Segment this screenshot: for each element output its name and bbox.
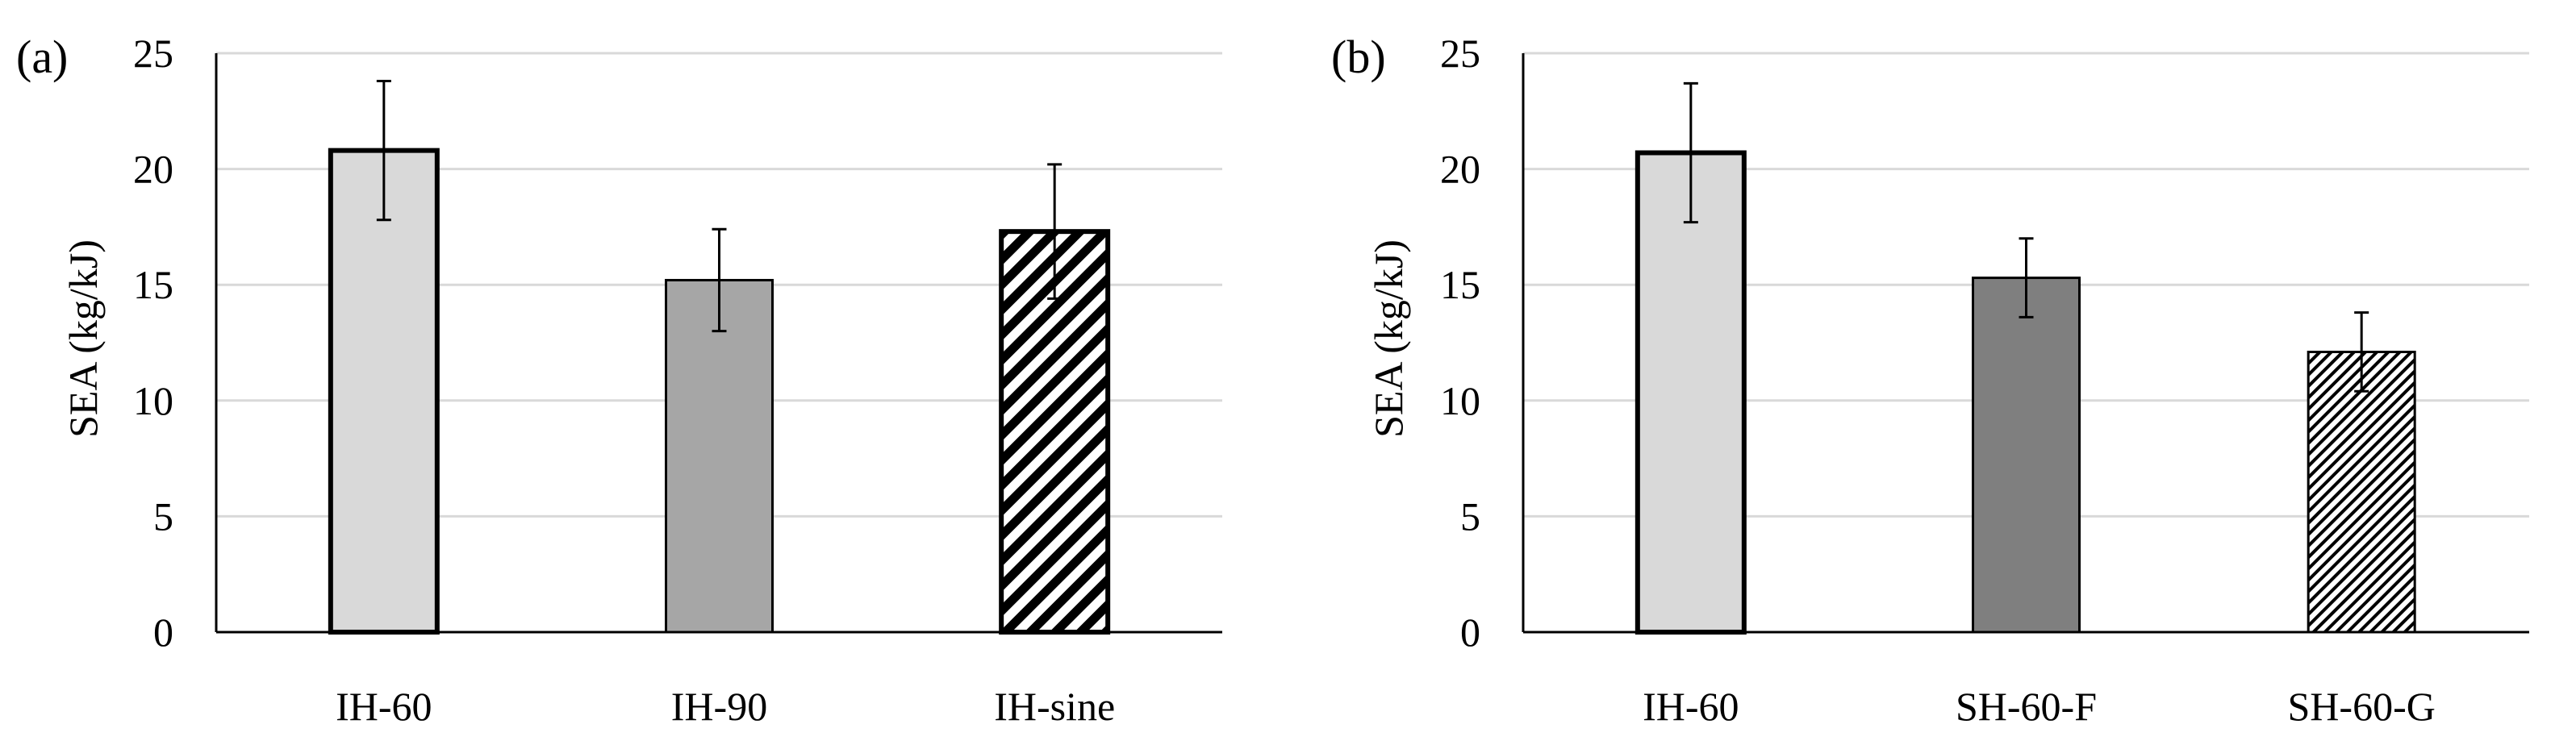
bar	[665, 278, 774, 634]
panel-a-y-axis-label: SEA (kg/kJ)	[61, 239, 106, 438]
panel-b-y-axis-label: SEA (kg/kJ)	[1366, 239, 1411, 438]
x-tick-label: SH-60-G	[2288, 684, 2436, 729]
panel-b-y-ticks: 0 5 10 15 20 25	[1440, 31, 1480, 655]
y-tick-label: 5	[153, 493, 173, 539]
panel-b-bars	[1635, 81, 2416, 635]
y-tick-label: 10	[1440, 378, 1480, 423]
panel-b-x-labels: IH-60 SH-60-F SH-60-G	[1643, 684, 2436, 729]
panel-a-bars	[328, 79, 1111, 635]
x-tick-label: IH-60	[1643, 684, 1739, 729]
y-tick-label: 25	[133, 31, 173, 76]
y-tick-label: 25	[1440, 31, 1480, 76]
x-tick-label: IH-90	[671, 684, 767, 729]
bar	[328, 148, 440, 635]
x-tick-label: IH-sine	[994, 684, 1115, 729]
bar	[1972, 277, 2081, 634]
panel-a-label: (a)	[16, 31, 68, 83]
bar	[999, 229, 1111, 635]
chart-panel-a: (a) 0 5 10 15 20 25 IH-60 IH-90 IH-sine SEA (kg…	[16, 31, 1222, 729]
chart-panel-b: (b) 0 5 10 15 20 25 IH-60 SH-60-F SH-60-G SEA (…	[1331, 31, 2529, 729]
y-tick-label: 0	[1460, 610, 1480, 655]
bar	[2307, 350, 2416, 634]
y-tick-label: 0	[153, 610, 173, 655]
y-tick-label: 15	[1440, 262, 1480, 307]
x-tick-label: SH-60-F	[1956, 684, 2097, 729]
y-tick-label: 10	[133, 378, 173, 423]
x-tick-label: IH-60	[336, 684, 432, 729]
bar	[1635, 150, 1747, 635]
y-tick-label: 20	[1440, 147, 1480, 192]
y-tick-label: 20	[133, 147, 173, 192]
panel-a-y-ticks: 0 5 10 15 20 25	[133, 31, 173, 655]
panel-a-x-labels: IH-60 IH-90 IH-sine	[336, 684, 1115, 729]
y-tick-label: 15	[133, 262, 173, 307]
y-tick-label: 5	[1460, 493, 1480, 539]
panel-b-label: (b)	[1331, 31, 1386, 83]
